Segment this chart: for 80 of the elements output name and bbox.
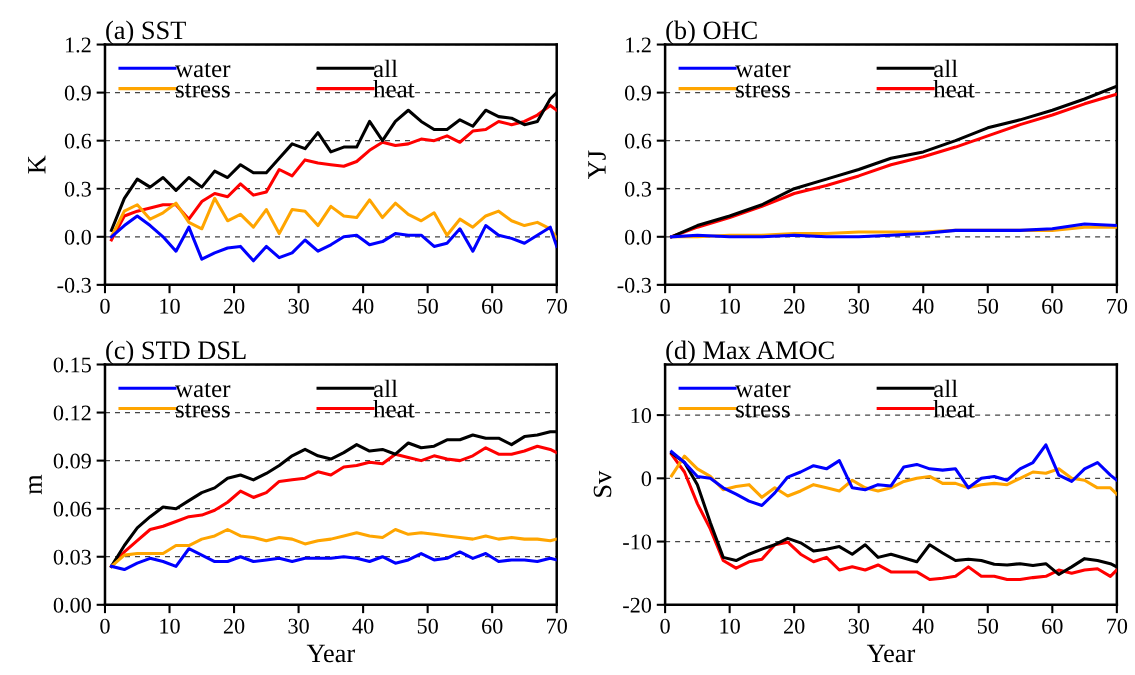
x-tick-label: 30	[288, 298, 309, 314]
y-axis-title: YJ	[588, 150, 606, 180]
x-tick-label: 10	[160, 618, 180, 634]
x-tick-label: 60	[482, 618, 503, 634]
x-tick-label: 70	[1107, 298, 1128, 314]
x-tick-label: 50	[977, 298, 999, 314]
legend-label: heat	[933, 80, 975, 98]
x-tick-label: 30	[288, 618, 309, 634]
legend-label: all	[934, 379, 958, 398]
y-tick-label: 0.0	[64, 229, 91, 245]
y-tick-label: 0.3	[624, 181, 652, 197]
y-tick-label: 0.09	[53, 453, 91, 469]
chart-title: (d) Max AMOC	[666, 340, 834, 365]
x-axis-title: Year	[866, 644, 916, 663]
legend-label: heat	[373, 399, 415, 418]
x-tick-label: 60	[1042, 618, 1063, 634]
y-tick-label: 0.06	[53, 501, 92, 517]
y-tick-label: -0.3	[57, 277, 91, 293]
x-axis-title: Year	[306, 644, 355, 663]
y-tick-label: 0.00	[53, 597, 91, 613]
y-axis-title: m	[29, 474, 42, 495]
x-tick-label: 50	[977, 618, 999, 634]
legend-label: stress	[176, 83, 230, 98]
y-tick-label: 0	[641, 471, 652, 487]
y-axis-title: K	[28, 155, 46, 174]
y-tick-label: 0.12	[53, 405, 91, 421]
legend-label: water	[175, 62, 231, 78]
x-tick-label: 0	[100, 298, 110, 314]
legend-label: all	[934, 59, 958, 78]
x-tick-label: 0	[100, 618, 110, 634]
x-tick-label: 70	[547, 618, 567, 634]
x-tick-label: 70	[547, 298, 567, 314]
chart-title: (b) OHC	[666, 20, 757, 45]
y-tick-label: 0.3	[64, 181, 91, 197]
x-tick-label: 30	[848, 298, 869, 314]
x-tick-label: 20	[784, 298, 805, 314]
y-tick-label: -0.3	[617, 277, 652, 293]
legend-label: heat	[933, 399, 975, 418]
legend-label: all	[373, 59, 398, 78]
x-tick-label: 0	[660, 298, 670, 314]
legend-label: stress	[736, 83, 790, 98]
x-tick-label: 40	[912, 618, 934, 634]
x-tick-label: 60	[1042, 298, 1063, 314]
y-tick-label: 0.0	[624, 229, 652, 245]
y-tick-label: 0.6	[64, 133, 92, 149]
y-tick-label: -20	[623, 597, 652, 613]
legend-label: water	[735, 382, 791, 398]
chart-title: (a) SST	[106, 20, 186, 45]
x-tick-label: 50	[417, 618, 438, 634]
y-tick-label: 0.9	[624, 85, 652, 101]
y-tick-label: 1.2	[626, 37, 651, 53]
x-tick-label: 0	[660, 618, 670, 634]
legend-label: water	[175, 382, 231, 398]
x-tick-label: 30	[848, 618, 869, 634]
legend-label: all	[373, 379, 398, 398]
y-tick-label: -10	[623, 534, 652, 550]
legend-label: heat	[373, 80, 415, 98]
x-tick-label: 20	[223, 618, 245, 634]
y-tick-label: 0.03	[53, 549, 91, 565]
chart-title: (c) STD DSL	[106, 340, 246, 365]
x-tick-label: 10	[160, 298, 180, 314]
x-tick-label: 40	[352, 618, 374, 634]
x-tick-label: 40	[352, 298, 374, 314]
x-tick-label: 40	[912, 298, 934, 314]
y-tick-label: 10	[631, 408, 652, 424]
legend-label: stress	[736, 403, 790, 418]
x-tick-label: 20	[223, 298, 245, 314]
x-tick-label: 70	[1107, 618, 1128, 634]
x-tick-label: 10	[720, 618, 740, 634]
y-tick-label: 0.9	[64, 85, 91, 101]
y-tick-label: 0.6	[624, 133, 652, 149]
legend-label: stress	[176, 403, 230, 418]
y-tick-label: 0.15	[53, 357, 91, 373]
y-axis-title: Sv	[593, 470, 612, 497]
x-tick-label: 60	[482, 298, 503, 314]
x-tick-label: 20	[784, 618, 805, 634]
x-tick-label: 10	[720, 298, 740, 314]
legend-label: water	[735, 62, 791, 78]
x-tick-label: 50	[417, 298, 438, 314]
y-tick-label: 1.2	[65, 37, 91, 53]
